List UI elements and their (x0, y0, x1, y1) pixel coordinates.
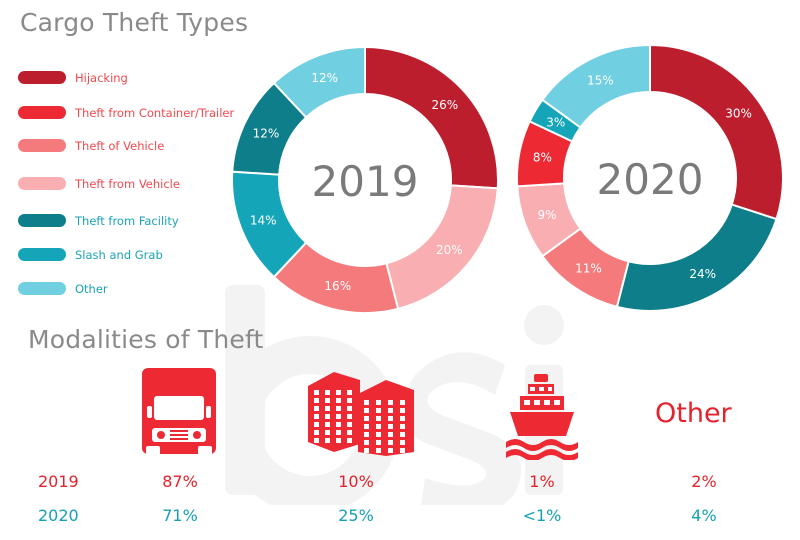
donut-2020-slice-6 (541, 43, 651, 129)
legend-label: Other (75, 282, 108, 296)
donut-center-year-2019: 2019 (312, 157, 419, 206)
other-2020-value: 4% (691, 506, 717, 525)
donut-2020-slice-1 (615, 203, 778, 312)
building-2019-value: 10% (338, 472, 374, 491)
donut-2019-label-0: 26% (431, 98, 458, 112)
truck-2019-value: 87% (162, 472, 198, 491)
legend-item-theft-from-container: Theft from Container/Trailer (18, 105, 248, 121)
row-year-2019: 2019 (38, 472, 79, 491)
legend-item-theft-from-facility: Theft from Facility (18, 213, 248, 229)
legend-item-other: Other (18, 281, 248, 297)
legend-label: Theft of Vehicle (75, 139, 165, 153)
legend-label: Theft from Vehicle (75, 177, 180, 191)
legend-swatch (18, 177, 66, 190)
legend-label: Theft from Container/Trailer (75, 106, 235, 120)
legend-item-slash-and-grab: Slash and Grab (18, 247, 248, 263)
donut-2019-label-5: 12% (311, 71, 338, 85)
legend-swatch (18, 214, 66, 227)
donut-2020-label-0: 30% (725, 107, 752, 121)
donut-2020-label-5: 3% (546, 115, 565, 129)
donut-2020-label-4: 8% (533, 150, 552, 164)
legend-swatch (18, 139, 66, 152)
legend-label: Theft from Facility (75, 214, 179, 228)
donut-2020-slice-0 (649, 43, 784, 221)
donut-center-year-2020: 2020 (597, 155, 704, 204)
donut-2019-label-4: 12% (253, 126, 280, 140)
truck-2020-value: 71% (162, 506, 198, 525)
donut-2020-label-2: 11% (575, 262, 602, 276)
legend-item-theft-of-vehicle: Theft of Vehicle (18, 138, 248, 154)
donut-2019-label-1: 20% (436, 243, 463, 257)
legend-label: Slash and Grab (75, 248, 163, 262)
other-label: Other (655, 398, 732, 429)
legend-swatch (18, 106, 66, 119)
row-year-2020: 2020 (38, 506, 79, 525)
building-icon (308, 372, 414, 456)
page-title: Cargo Theft Types (20, 8, 249, 37)
legend-item-hijacking: Hijacking (18, 70, 248, 86)
legend-label: Hijacking (75, 71, 128, 85)
donut-2020-label-6: 15% (587, 73, 614, 87)
legend-swatch (18, 248, 66, 261)
truck-icon (142, 368, 216, 456)
legend: Hijacking Theft from Container/Trailer T… (18, 0, 248, 300)
donut-2020-label-3: 9% (537, 208, 556, 222)
ship-icon (506, 374, 578, 460)
ship-2020-value: <1% (522, 506, 562, 525)
donut-2020-label-1: 24% (689, 267, 716, 281)
legend-swatch (18, 71, 66, 84)
donut-2019-label-3: 14% (250, 213, 277, 227)
building-2020-value: 25% (338, 506, 374, 525)
legend-item-theft-from-vehicle: Theft from Vehicle (18, 176, 248, 192)
donut-2019-slice-5 (272, 45, 366, 119)
donut-2019-label-2: 16% (324, 279, 351, 293)
donut-charts: 26% 20% 16% 14% 12% 12% 2019 30% 24% 11% 9% 8% 3% 15%… (231, 43, 784, 314)
other-2019-value: 2% (691, 472, 717, 491)
legend-swatch (18, 282, 66, 295)
section-title: Modalities of Theft (28, 325, 264, 354)
ship-2019-value: 1% (529, 472, 555, 491)
